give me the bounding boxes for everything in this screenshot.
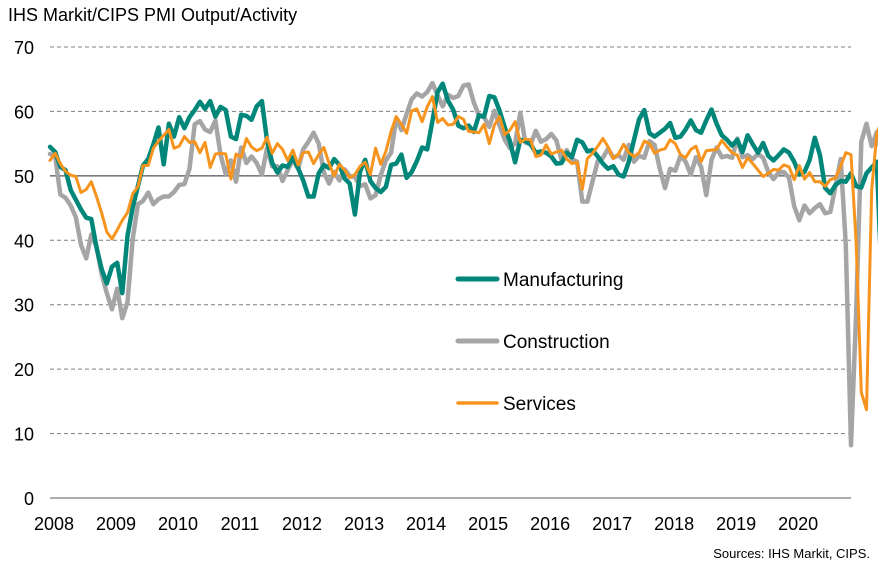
y-tick-label: 0: [24, 489, 34, 509]
y-tick-label: 10: [14, 425, 34, 445]
legend-label-services: Services: [503, 394, 576, 415]
y-tick-label: 50: [14, 167, 34, 187]
x-tick-label: 2010: [158, 514, 198, 534]
y-tick-label: 70: [14, 38, 34, 58]
x-tick-label: 2012: [282, 514, 322, 534]
x-tick-label: 2019: [716, 514, 756, 534]
y-tick-label: 30: [14, 296, 34, 316]
x-tick-label: 2011: [221, 514, 260, 534]
x-tick-label: 2020: [778, 514, 818, 534]
series-line-construction: [47, 80, 878, 448]
series-line-services: [48, 95, 878, 412]
chart-title: IHS Markit/CIPS PMI Output/Activity: [8, 5, 298, 25]
x-tick-label: 2008: [34, 514, 74, 534]
y-tick-label: 40: [14, 231, 34, 251]
x-tick-label: 2009: [96, 514, 136, 534]
chart-source: Sources: IHS Markit, CIPS.: [713, 546, 870, 561]
x-tick-label: 2014: [406, 514, 446, 534]
x-tick-label: 2016: [530, 514, 570, 534]
legend-label-construction: Construction: [503, 332, 610, 353]
legend-label-manufacturing: Manufacturing: [503, 270, 623, 291]
x-tick-label: 2013: [344, 514, 384, 534]
x-tick-label: 2017: [592, 514, 632, 534]
y-tick-label: 20: [14, 360, 34, 380]
y-tick-label: 60: [14, 102, 34, 122]
series-line-manufacturing: [47, 81, 878, 296]
x-tick-label: 2015: [468, 514, 508, 534]
x-tick-label: 2018: [654, 514, 694, 534]
